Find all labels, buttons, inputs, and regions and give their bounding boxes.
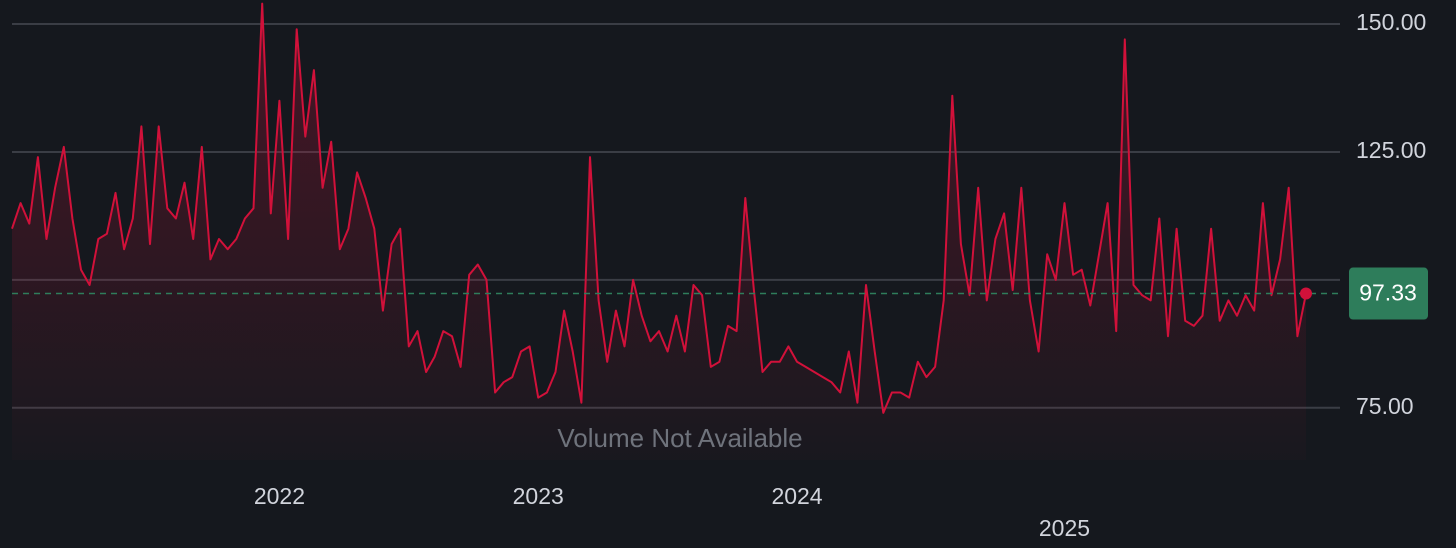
price-line (11, 2, 1307, 414)
x-tick-label: 2023 (513, 483, 564, 509)
x-tick-label: 2022 (254, 483, 305, 509)
last-value-label: 97.33 (1359, 280, 1417, 306)
last-point (1300, 287, 1312, 300)
annotation: Volume Not Available (557, 423, 802, 453)
axes: 75.00100.00125.00150.0020222023202420259… (254, 9, 1428, 541)
plot (11, 2, 1340, 460)
y-tick-label: 75.00 (1356, 393, 1414, 419)
x-tick-label: 2025 (1039, 515, 1090, 541)
last-value-badge (1349, 267, 1428, 320)
y-tick-label: 150.00 (1356, 9, 1426, 35)
area (12, 3, 1306, 460)
x-tick-label: 2024 (771, 483, 822, 509)
y-tick-label: 125.00 (1356, 137, 1426, 163)
